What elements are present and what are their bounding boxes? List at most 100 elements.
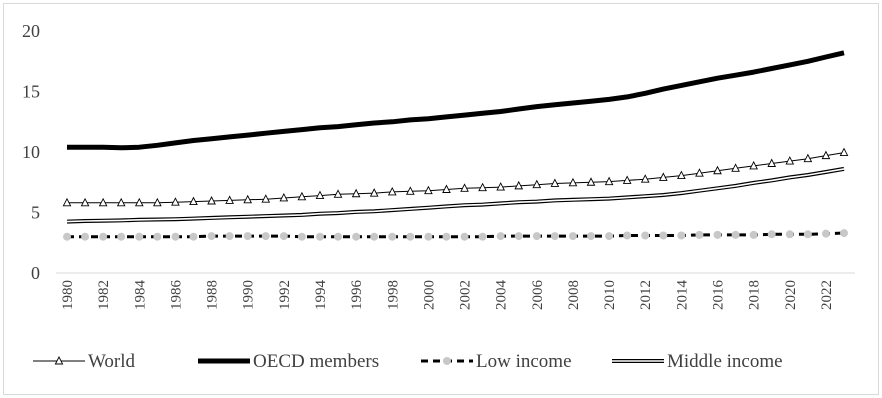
- data-point: [243, 194, 253, 204]
- legend-label: OECD members: [253, 351, 379, 372]
- data-point: [369, 188, 379, 197]
- data-point: [243, 232, 252, 241]
- data-point: [171, 232, 180, 241]
- data-point: [334, 232, 343, 241]
- data-point: [785, 230, 794, 239]
- data-point: [478, 232, 487, 241]
- x-tick-label: 2004: [494, 280, 510, 311]
- data-point: [713, 230, 722, 239]
- data-point: [767, 158, 777, 167]
- data-point: [532, 232, 541, 241]
- x-tick-label: 1986: [168, 280, 184, 311]
- data-point: [713, 165, 722, 175]
- data-point: [134, 197, 144, 207]
- y-tick-label: 20: [22, 21, 40, 41]
- data-point: [225, 195, 234, 204]
- series-line-low-income: [67, 231, 845, 239]
- x-tick-label: 1996: [349, 280, 365, 311]
- data-point: [98, 197, 108, 207]
- data-point: [695, 168, 704, 177]
- data-point: [116, 197, 126, 207]
- data-point: [424, 232, 433, 241]
- x-tick-label: 2022: [819, 280, 835, 310]
- legend-item-low-income: Low income: [421, 351, 572, 372]
- series-oecd-members: [67, 50, 845, 151]
- data-point: [189, 196, 198, 206]
- x-tick-label: 1982: [96, 280, 112, 310]
- data-point: [658, 172, 668, 181]
- data-point: [731, 230, 740, 239]
- data-point: [532, 179, 542, 189]
- data-point: [388, 232, 397, 241]
- data-point: [351, 188, 361, 198]
- data-point: [153, 232, 162, 241]
- data-point: [460, 183, 469, 192]
- x-tick-label: 1994: [313, 280, 329, 311]
- data-point: [81, 232, 90, 241]
- data-point: [63, 232, 71, 241]
- series-low-income: [63, 229, 848, 241]
- data-point: [839, 147, 849, 157]
- series-middle-income: [66, 166, 845, 224]
- data-point: [622, 175, 632, 184]
- data-point: [352, 232, 361, 241]
- data-point: [442, 232, 451, 241]
- legend-item-world: World: [33, 351, 136, 372]
- data-point: [749, 230, 758, 239]
- data-point: [677, 231, 686, 240]
- x-tick-label: 2002: [458, 280, 474, 310]
- data-point: [405, 186, 415, 195]
- data-point: [496, 182, 506, 191]
- series-world: [62, 147, 849, 207]
- data-point: [153, 197, 162, 207]
- chart-area: [3, 3, 879, 395]
- data-point: [460, 232, 469, 241]
- data-point: [80, 197, 90, 207]
- data-point: [749, 160, 758, 170]
- data-point: [587, 232, 596, 241]
- x-tick-label: 1988: [205, 280, 221, 310]
- x-tick-label: 2020: [783, 280, 799, 310]
- legend-label: Middle income: [667, 351, 783, 372]
- data-point: [604, 176, 614, 186]
- series-line-oecd-members: [67, 50, 845, 151]
- x-tick-label: 2016: [711, 280, 727, 311]
- y-tick-label: 0: [31, 263, 40, 283]
- legend-item-oecd-members: OECD members: [198, 351, 379, 372]
- data-point: [605, 232, 614, 241]
- data-point: [315, 232, 324, 241]
- x-tick-label: 1990: [241, 280, 257, 310]
- legend-item-middle-income: Middle income: [612, 351, 783, 372]
- data-point: [333, 189, 343, 198]
- y-axis: 0 5 10 15 20: [22, 21, 40, 283]
- y-tick-label: 10: [22, 142, 40, 162]
- x-tick-label: 1980: [60, 280, 76, 310]
- data-point: [821, 150, 831, 160]
- data-point: [406, 232, 415, 241]
- x-tick-label: 1984: [132, 280, 148, 311]
- data-point: [442, 184, 451, 193]
- series-line-world: [67, 152, 845, 204]
- data-point: [370, 232, 379, 241]
- data-point: [387, 186, 397, 196]
- y-tick-label: 5: [31, 203, 40, 223]
- x-tick-label: 1998: [385, 280, 401, 310]
- x-tick-label: 2018: [747, 280, 763, 310]
- data-point: [207, 196, 216, 205]
- data-point: [279, 192, 289, 202]
- data-point: [261, 194, 271, 203]
- legend-marker: [54, 356, 64, 365]
- data-point: [803, 153, 813, 163]
- data-point: [550, 232, 559, 241]
- data-point: [586, 177, 596, 186]
- x-tick-label: 2000: [421, 280, 437, 310]
- data-point: [117, 232, 126, 241]
- data-point: [424, 185, 433, 195]
- data-point: [315, 190, 325, 200]
- data-point: [297, 232, 306, 241]
- x-tick-label: 2006: [530, 280, 546, 311]
- data-point: [840, 229, 848, 238]
- legend-marker: [443, 357, 451, 365]
- data-point: [62, 197, 72, 207]
